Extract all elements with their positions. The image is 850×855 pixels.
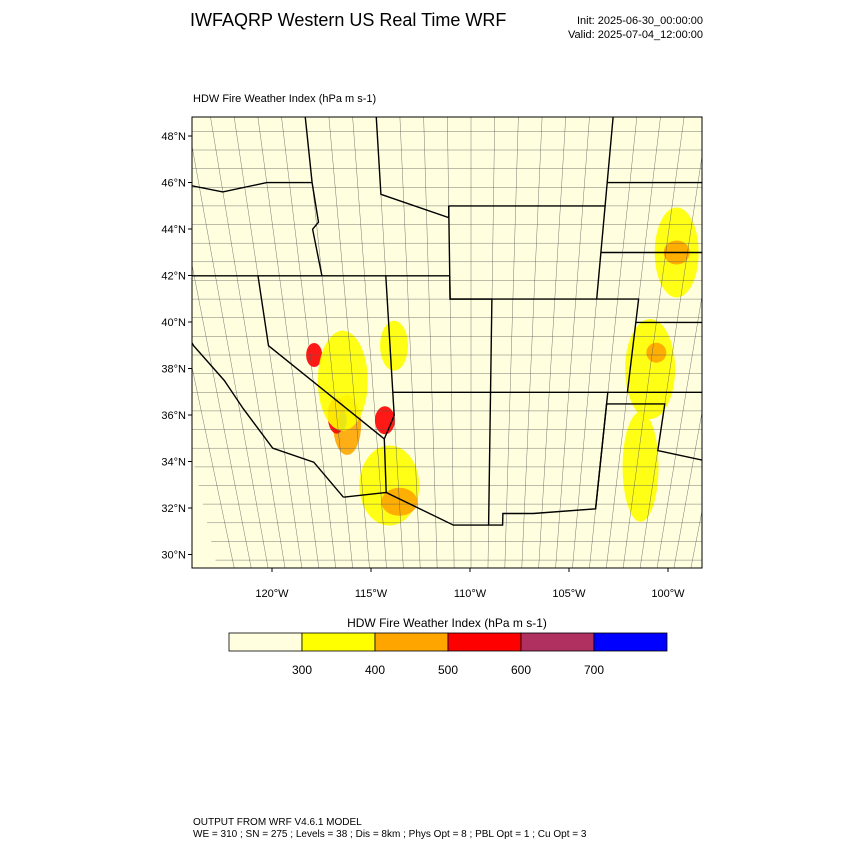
lat-label: 30°N [161, 550, 186, 562]
state-border [383, 275, 609, 526]
lat-label: 48°N [161, 131, 186, 143]
lon-label: 110°W [454, 588, 487, 600]
lat-label: 40°N [161, 317, 186, 329]
colorbar-title: HDW Fire Weather Index (hPa m s-1) [347, 616, 547, 630]
fire-index-area [380, 320, 409, 371]
state-border [304, 117, 323, 276]
colorbar-bin [520, 632, 595, 652]
state-border [257, 275, 385, 440]
county-line [192, 366, 235, 568]
county-line [538, 117, 566, 568]
colorbar-bin [228, 632, 303, 652]
valid-time: Valid: 2025-07-04_12:00:00 [568, 29, 703, 41]
map [192, 113, 804, 579]
lat-label: 32°N [161, 503, 186, 515]
county-line [399, 117, 421, 568]
state-border [343, 491, 387, 498]
colorbar-label: 500 [438, 663, 458, 677]
county-line [622, 117, 685, 568]
county-line [639, 154, 702, 568]
county-line [656, 294, 702, 568]
footer-line: OUTPUT FROM WRF V4.6.1 MODEL [193, 817, 362, 828]
lat-label: 34°N [161, 457, 186, 469]
map-frame [191, 116, 703, 569]
footer-line: WE = 310 ; SN = 275 ; Levels = 38 ; Dis … [193, 829, 587, 840]
state-border [761, 113, 792, 264]
colorbar-bin [447, 632, 522, 652]
state-border [448, 205, 640, 393]
colorbar-label: 700 [584, 663, 604, 677]
county-line [423, 117, 438, 568]
county-line [706, 113, 804, 579]
county-line [447, 117, 455, 568]
lat-label: 36°N [161, 410, 186, 422]
county-line [555, 117, 590, 568]
state-border [594, 403, 608, 509]
county-line [281, 117, 336, 568]
county-line [673, 411, 702, 568]
lon-label: 115°W [355, 588, 388, 600]
colorbar-bin [593, 632, 668, 652]
map-subtitle: HDW Fire Weather Index (hPa m s-1) [193, 93, 376, 105]
colorbar-label: 400 [365, 663, 385, 677]
county-line [192, 144, 269, 568]
lat-label: 46°N [161, 178, 186, 190]
county-line [257, 117, 320, 568]
colorbar-bin [301, 632, 376, 652]
map-background [192, 117, 702, 568]
county-line [328, 117, 370, 568]
county-line [504, 117, 519, 568]
colorbar-bin [374, 632, 449, 652]
county-line [192, 263, 252, 568]
county-line [352, 117, 387, 568]
init-time: Init: 2025-06-30_00:00:00 [577, 15, 703, 27]
lat-label: 42°N [161, 271, 186, 283]
state-border [192, 341, 344, 498]
lon-label: 105°W [552, 588, 586, 600]
title: IWFAQRP Western US Real Time WRF [190, 10, 506, 30]
colorbar-label: 600 [511, 663, 531, 677]
lat-label: 38°N [161, 364, 186, 376]
lon-label: 100°W [651, 588, 685, 600]
lat-label: 44°N [161, 224, 186, 236]
lon-label: 120°W [255, 588, 289, 600]
state-border [192, 181, 313, 193]
map-axes: 48°N 46°N 44°N 42°N 40°N 38°N 36°N 34°N 32°N 30°N… [161, 131, 685, 600]
county-line [521, 117, 543, 568]
state-border [606, 403, 702, 461]
fire-index-area [646, 342, 667, 363]
colorbar-label: 300 [292, 663, 312, 677]
fire-index-area [317, 330, 368, 431]
colorbar: 300 400 500 600 700 [228, 632, 668, 677]
state-border [375, 117, 450, 219]
county-line [210, 117, 286, 568]
